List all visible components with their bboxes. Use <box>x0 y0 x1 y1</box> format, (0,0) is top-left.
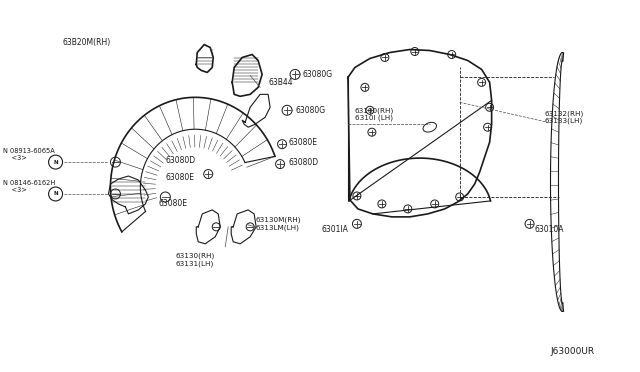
Text: N: N <box>53 192 58 196</box>
Text: 63080E: 63080E <box>288 138 317 147</box>
Text: 63130(RH)
63131(LH): 63130(RH) 63131(LH) <box>175 253 214 267</box>
Text: 63010A: 63010A <box>534 225 564 234</box>
Text: J63000UR: J63000UR <box>550 347 595 356</box>
Text: 63080D: 63080D <box>165 155 195 164</box>
Text: 63100(RH)
6310I (LH): 63100(RH) 6310I (LH) <box>355 107 394 121</box>
Text: 63080E: 63080E <box>158 199 188 208</box>
Text: 63B20M(RH): 63B20M(RH) <box>63 38 111 47</box>
Text: N 08913-6065A
    <3>: N 08913-6065A <3> <box>3 148 54 161</box>
Text: 63080E: 63080E <box>165 173 195 182</box>
Text: N 08146-6162H
    <3>: N 08146-6162H <3> <box>3 180 55 193</box>
Text: 63130M(RH)
6313LM(LH): 63130M(RH) 6313LM(LH) <box>255 217 301 231</box>
Text: 63080G: 63080G <box>295 106 325 115</box>
Text: 63132(RH)
63133(LH): 63132(RH) 63133(LH) <box>545 110 584 124</box>
Text: 6301IA: 6301IA <box>322 225 349 234</box>
Text: 63080D: 63080D <box>288 158 318 167</box>
Text: 63080G: 63080G <box>302 70 332 79</box>
Text: N: N <box>53 160 58 164</box>
Text: 63B44: 63B44 <box>268 78 292 87</box>
